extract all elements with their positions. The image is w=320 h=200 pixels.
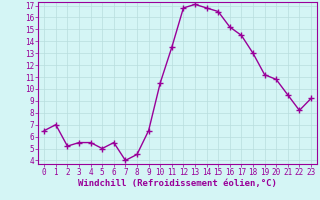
X-axis label: Windchill (Refroidissement éolien,°C): Windchill (Refroidissement éolien,°C) [78, 179, 277, 188]
